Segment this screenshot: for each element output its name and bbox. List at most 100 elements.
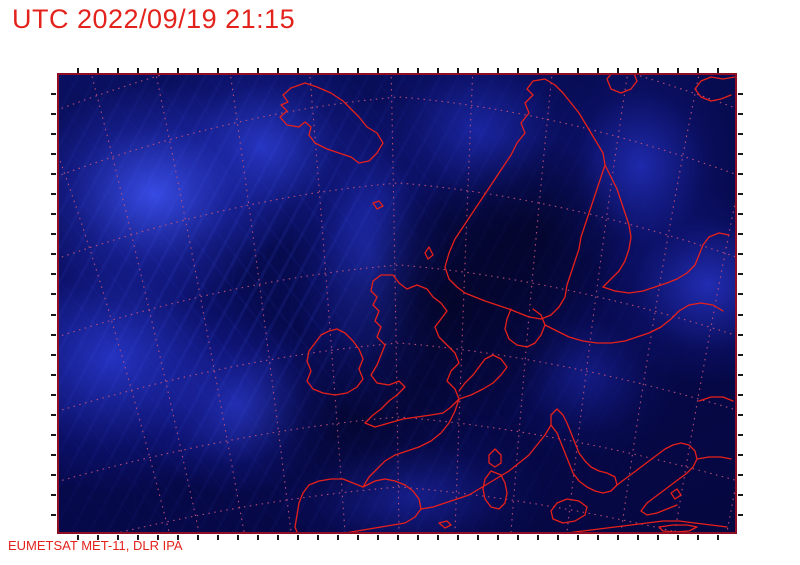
tick-right bbox=[738, 153, 743, 156]
tick-right bbox=[738, 173, 743, 176]
tick-top bbox=[377, 68, 379, 73]
tick-bottom bbox=[297, 535, 299, 540]
tick-top bbox=[477, 68, 479, 73]
coastline-italy bbox=[550, 408, 618, 494]
tick-top bbox=[657, 68, 659, 73]
tick-top bbox=[417, 68, 419, 73]
tick-left bbox=[51, 513, 56, 516]
tick-right bbox=[738, 493, 743, 496]
coastline-crete bbox=[658, 524, 698, 532]
tick-top bbox=[617, 68, 619, 73]
tick-top bbox=[637, 68, 639, 73]
coastline-denmark bbox=[504, 308, 546, 348]
tick-top bbox=[357, 68, 359, 73]
tick-left bbox=[51, 193, 56, 196]
tick-right bbox=[738, 333, 743, 336]
tick-top bbox=[197, 68, 199, 73]
coastline-gulf-of-bothnia bbox=[602, 164, 632, 288]
satellite-map[interactable] bbox=[57, 73, 737, 534]
tick-bottom bbox=[197, 535, 199, 540]
tick-top bbox=[677, 68, 679, 73]
tick-bottom bbox=[157, 535, 159, 540]
tick-bottom bbox=[457, 535, 459, 540]
tick-bottom bbox=[397, 535, 399, 540]
coastline-faroe bbox=[372, 200, 384, 210]
tick-left bbox=[51, 113, 56, 116]
coastline-mediterranean-north bbox=[420, 424, 552, 510]
graticule-parallels bbox=[59, 75, 735, 532]
tick-right bbox=[738, 473, 743, 476]
tick-left bbox=[51, 273, 56, 276]
coastline-scandinavia bbox=[444, 78, 606, 320]
tick-bottom bbox=[417, 535, 419, 540]
tick-top bbox=[177, 68, 179, 73]
tick-bottom bbox=[677, 535, 679, 540]
tick-top bbox=[97, 68, 99, 73]
tick-top bbox=[157, 68, 159, 73]
tick-right bbox=[738, 373, 743, 376]
tick-top bbox=[517, 68, 519, 73]
coastlines bbox=[279, 75, 735, 532]
tick-right bbox=[738, 113, 743, 116]
tick-bottom bbox=[217, 535, 219, 540]
tick-left bbox=[51, 173, 56, 176]
tick-left bbox=[51, 493, 56, 496]
tick-left bbox=[51, 213, 56, 216]
tick-bottom bbox=[337, 535, 339, 540]
coastline-sicily bbox=[550, 498, 588, 524]
coastline-black-sea bbox=[698, 396, 734, 402]
coastline-iceland bbox=[279, 82, 384, 164]
tick-bottom bbox=[277, 535, 279, 540]
tick-bottom bbox=[637, 535, 639, 540]
tick-bottom bbox=[257, 535, 259, 540]
tick-top bbox=[317, 68, 319, 73]
tick-top bbox=[337, 68, 339, 73]
tick-right bbox=[738, 513, 743, 516]
page-title: UTC 2022/09/19 21:15 bbox=[12, 4, 296, 34]
coastline-great-britain bbox=[364, 274, 460, 428]
tick-top bbox=[457, 68, 459, 73]
tick-left bbox=[51, 333, 56, 336]
tick-bottom bbox=[97, 535, 99, 540]
tick-right bbox=[738, 93, 743, 96]
tick-bottom bbox=[357, 535, 359, 540]
coastline-north-africa bbox=[569, 520, 728, 532]
tick-right bbox=[738, 313, 743, 316]
tick-bottom bbox=[237, 535, 239, 540]
tick-left bbox=[51, 233, 56, 236]
coastline-corsica bbox=[488, 448, 502, 468]
tick-left bbox=[51, 293, 56, 296]
coastline-france-west bbox=[362, 398, 460, 488]
graticule-meridians bbox=[59, 75, 735, 532]
tick-right bbox=[738, 193, 743, 196]
tick-right bbox=[738, 413, 743, 416]
tick-bottom bbox=[77, 535, 79, 540]
tick-right bbox=[738, 393, 743, 396]
coastline-aegean-islands bbox=[670, 488, 682, 500]
tick-top bbox=[597, 68, 599, 73]
tick-top bbox=[577, 68, 579, 73]
tick-right bbox=[738, 353, 743, 356]
tick-top bbox=[77, 68, 79, 73]
tick-left bbox=[51, 433, 56, 436]
tick-bottom bbox=[657, 535, 659, 540]
tick-left bbox=[51, 93, 56, 96]
map-vector-overlay bbox=[59, 75, 735, 532]
tick-right bbox=[738, 273, 743, 276]
tick-top bbox=[397, 68, 399, 73]
tick-left bbox=[51, 133, 56, 136]
tick-top bbox=[217, 68, 219, 73]
tick-bottom bbox=[317, 535, 319, 540]
tick-bottom bbox=[557, 535, 559, 540]
tick-right bbox=[738, 433, 743, 436]
tick-bottom bbox=[517, 535, 519, 540]
tick-bottom bbox=[477, 535, 479, 540]
tick-top bbox=[497, 68, 499, 73]
tick-top bbox=[437, 68, 439, 73]
coastline-baltic-south bbox=[544, 302, 724, 344]
tick-left bbox=[51, 413, 56, 416]
source-caption: EUMETSAT MET-11, DLR IPA bbox=[8, 538, 183, 553]
coastline-sardinia bbox=[482, 470, 508, 510]
tick-bottom bbox=[577, 535, 579, 540]
tick-left bbox=[51, 353, 56, 356]
